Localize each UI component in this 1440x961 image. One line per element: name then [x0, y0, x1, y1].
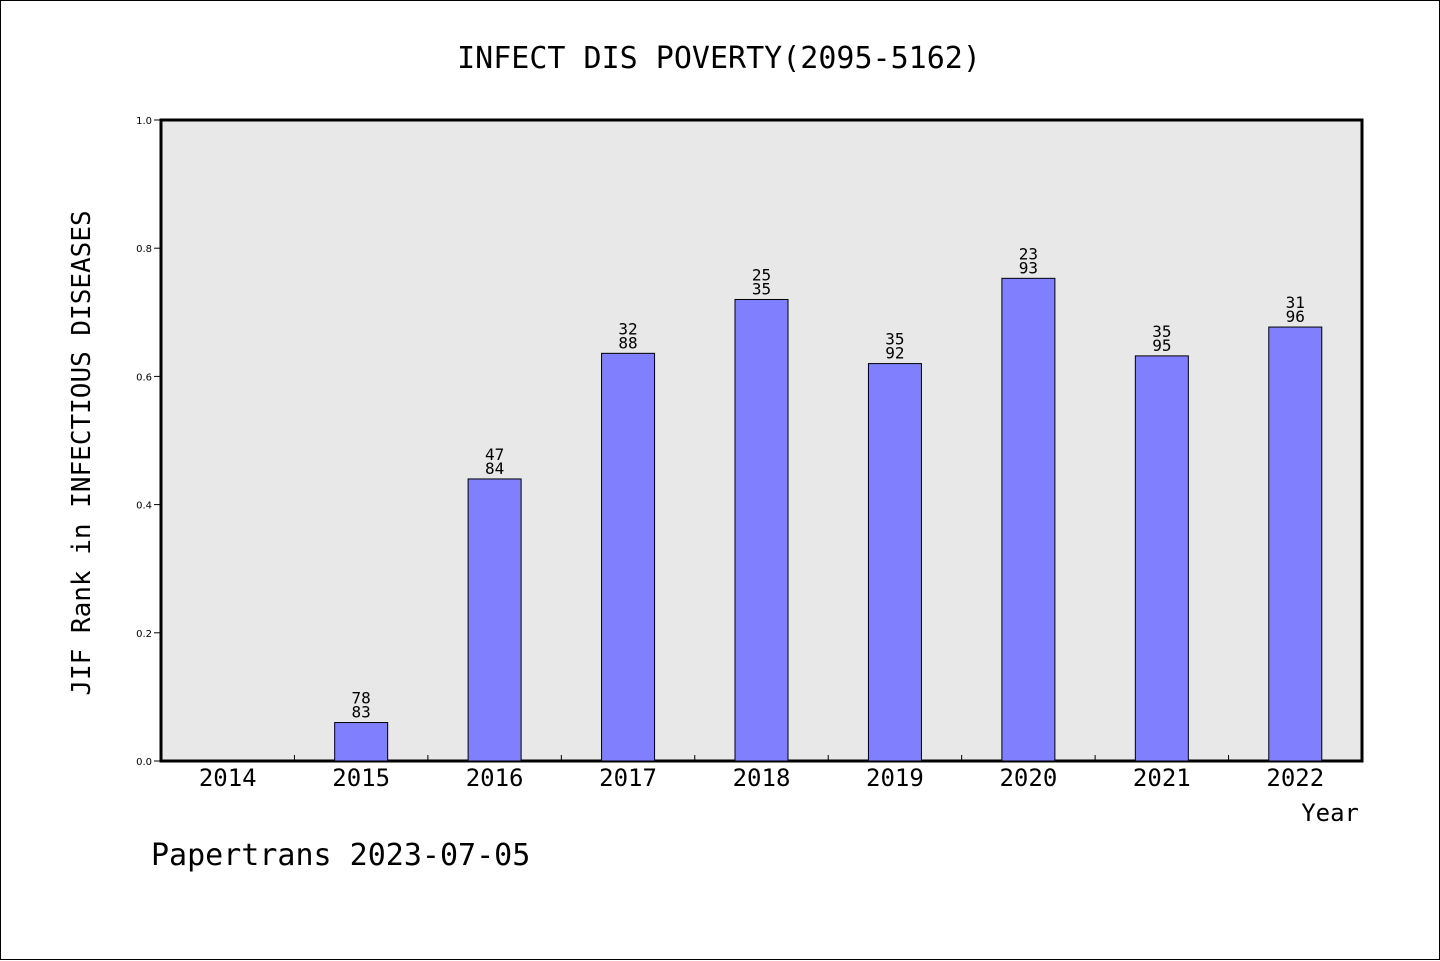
bars-layer — [334, 277, 1323, 762]
bar-2021 — [1134, 355, 1189, 762]
data-label-total: 88 — [618, 333, 637, 352]
x-tick-label: 2022 — [1266, 764, 1324, 792]
data-label-rank: 47 — [485, 445, 504, 464]
y-tick-label: 0.2 — [136, 629, 152, 640]
data-label-total: 92 — [885, 344, 904, 363]
x-tick-label: 2016 — [466, 764, 524, 792]
data-label-total: 84 — [485, 459, 504, 478]
x-tick-label: 2014 — [199, 764, 257, 792]
x-tick-label: 2015 — [332, 764, 390, 792]
y-axis-label: JIF Rank in INFECTIOUS DISEASES — [67, 210, 97, 695]
x-tick-label: 2018 — [733, 764, 791, 792]
data-label-rank: 78 — [352, 689, 371, 708]
x-axis-label: Year — [1301, 799, 1359, 827]
y-axis: 0.0 0.2 0.4 0.6 0.8 1.0 — [136, 116, 161, 768]
footer-credit: Papertrans 2023-07-05 — [151, 838, 530, 873]
data-label-total: 93 — [1019, 258, 1038, 277]
bar-2022 — [1268, 326, 1323, 762]
data-label-rank: 31 — [1286, 293, 1305, 312]
bar-2015 — [334, 722, 389, 762]
y-tick-label: 0.0 — [136, 757, 152, 768]
y-tick-label: 0.6 — [136, 372, 152, 383]
x-axis: 2014 2015 2016 2017 2018 2019 2020 2021 2022 — [199, 755, 1324, 792]
y-tick-label: 1.0 — [136, 116, 152, 127]
x-tick-label: 2021 — [1133, 764, 1191, 792]
x-tick-label: 2017 — [599, 764, 657, 792]
y-tick-label: 0.8 — [136, 244, 152, 255]
data-label-rank: 35 — [885, 330, 904, 349]
bar-2019 — [867, 363, 922, 762]
data-label-total: 83 — [352, 703, 371, 722]
data-label-rank: 32 — [618, 319, 637, 338]
data-label-total: 95 — [1152, 336, 1171, 355]
bar-2017 — [601, 352, 656, 762]
data-label-rank: 35 — [1152, 322, 1171, 341]
data-label-total: 96 — [1286, 307, 1305, 326]
bar-2018 — [734, 298, 789, 762]
data-label-rank: 25 — [752, 265, 771, 284]
y-tick-label: 0.4 — [136, 501, 152, 512]
data-label-total: 35 — [752, 279, 771, 298]
bar-2020 — [1001, 277, 1056, 762]
data-label-rank: 23 — [1019, 244, 1038, 263]
bar-2016 — [467, 478, 522, 762]
chart-title: INFECT DIS POVERTY(2095-5162) — [457, 41, 981, 76]
x-tick-label: 2020 — [999, 764, 1057, 792]
x-tick-label: 2019 — [866, 764, 924, 792]
